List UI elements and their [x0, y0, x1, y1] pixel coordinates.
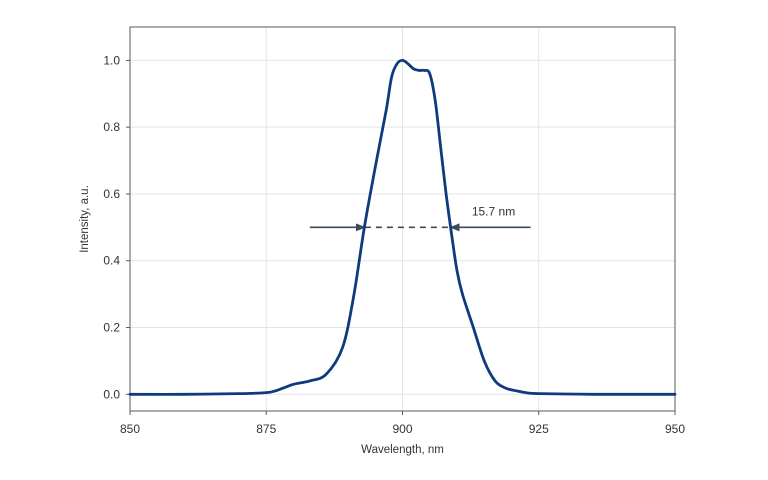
y-tick-label: 0.0: [103, 387, 120, 401]
x-tick-label: 925: [529, 422, 549, 436]
spectrum-series-line: [128, 58, 677, 396]
x-tick-label: 950: [665, 422, 685, 436]
x-tick-label: 850: [120, 422, 140, 436]
x-tick-label: 900: [392, 422, 412, 436]
y-tick-label: 0.4: [103, 254, 120, 268]
y-axis-title: Intensity, a.u.: [79, 185, 91, 253]
y-tick-label: 1.0: [103, 53, 120, 67]
y-tick-label: 0.6: [103, 187, 120, 201]
y-tick-label: 0.8: [103, 120, 120, 134]
fwhm-annotation: 15.7 nm: [309, 204, 531, 232]
x-tick-label: 875: [256, 422, 276, 436]
fwhm-label: 15.7 nm: [472, 204, 515, 218]
series: [128, 58, 677, 396]
y-tick-label: 0.2: [103, 321, 120, 335]
x-axis-title: Wavelength, nm: [361, 444, 444, 456]
axis-ticks: 850 875 900 925 950 0.0 0.2 0.4 0.6 0.8 1.0: [103, 53, 685, 436]
grid: [130, 27, 675, 411]
